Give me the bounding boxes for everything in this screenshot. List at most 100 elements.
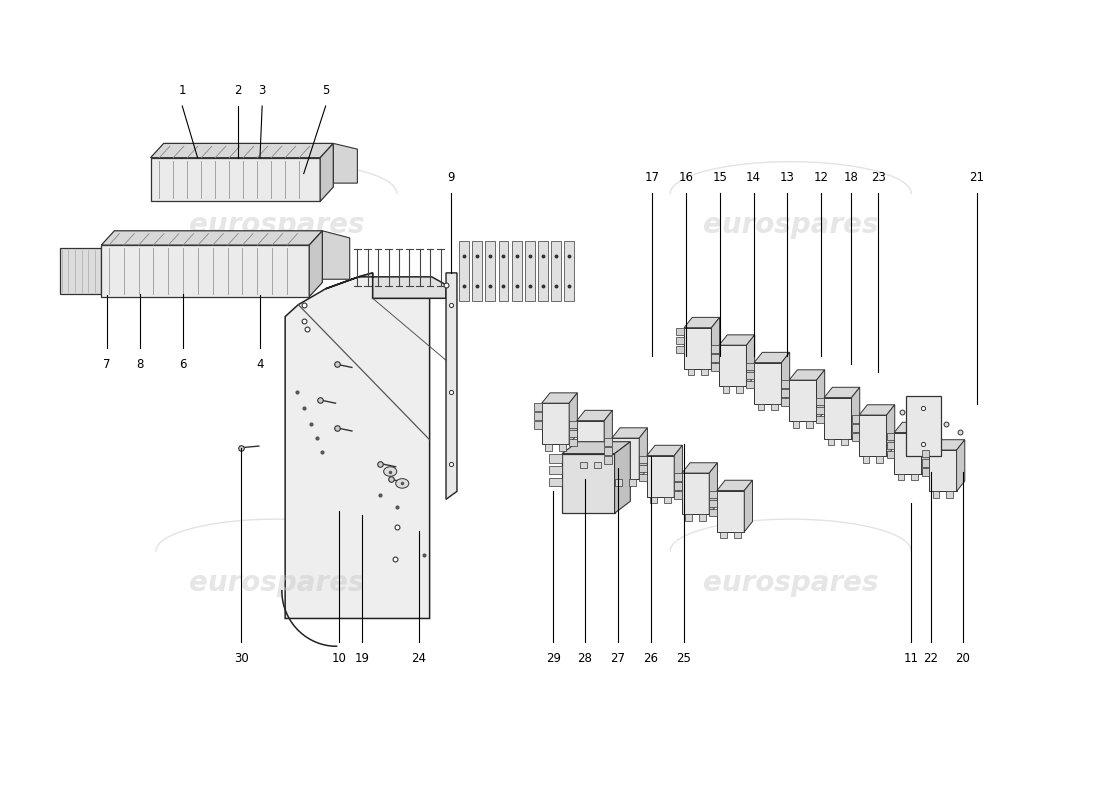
Polygon shape: [806, 422, 813, 428]
Polygon shape: [720, 532, 727, 538]
Polygon shape: [612, 428, 648, 438]
Polygon shape: [535, 403, 542, 410]
Polygon shape: [930, 440, 965, 450]
Polygon shape: [604, 410, 613, 462]
Polygon shape: [933, 491, 939, 498]
Polygon shape: [862, 457, 869, 462]
Polygon shape: [905, 396, 940, 456]
Polygon shape: [322, 230, 350, 279]
Text: 10: 10: [331, 652, 346, 665]
Polygon shape: [734, 532, 740, 538]
Text: 3: 3: [258, 83, 266, 97]
Polygon shape: [894, 422, 930, 433]
Polygon shape: [755, 362, 781, 404]
Polygon shape: [851, 387, 860, 439]
Polygon shape: [723, 386, 729, 393]
Polygon shape: [615, 479, 622, 486]
Polygon shape: [688, 369, 694, 375]
Polygon shape: [859, 415, 887, 457]
Polygon shape: [564, 241, 574, 301]
Polygon shape: [581, 462, 587, 468]
Polygon shape: [569, 393, 578, 445]
Polygon shape: [569, 421, 576, 428]
Polygon shape: [101, 230, 322, 245]
Polygon shape: [816, 398, 824, 405]
Polygon shape: [151, 158, 320, 202]
Polygon shape: [712, 318, 719, 369]
Text: 5: 5: [322, 83, 329, 97]
Polygon shape: [736, 386, 743, 393]
Text: 23: 23: [871, 171, 886, 184]
Text: 9: 9: [448, 171, 455, 184]
Polygon shape: [562, 454, 615, 514]
Polygon shape: [712, 345, 719, 353]
Polygon shape: [747, 335, 755, 386]
Polygon shape: [549, 478, 562, 486]
Polygon shape: [747, 381, 755, 388]
Polygon shape: [877, 457, 883, 462]
Polygon shape: [755, 352, 790, 362]
Polygon shape: [650, 497, 657, 503]
Polygon shape: [559, 445, 565, 450]
Polygon shape: [674, 473, 682, 481]
Polygon shape: [930, 450, 957, 491]
Text: 20: 20: [955, 652, 970, 665]
Polygon shape: [922, 422, 930, 474]
Polygon shape: [549, 466, 562, 474]
Text: 25: 25: [676, 652, 691, 665]
Polygon shape: [912, 474, 918, 480]
Polygon shape: [851, 415, 859, 422]
Polygon shape: [546, 445, 552, 450]
Text: 16: 16: [679, 171, 693, 184]
Polygon shape: [151, 143, 333, 158]
Text: 18: 18: [844, 171, 858, 184]
Polygon shape: [594, 462, 601, 468]
Polygon shape: [719, 345, 747, 386]
Polygon shape: [612, 438, 639, 479]
Polygon shape: [781, 390, 789, 397]
Polygon shape: [647, 446, 682, 456]
Text: eurospares: eurospares: [703, 211, 879, 239]
Polygon shape: [472, 241, 482, 301]
Text: 6: 6: [179, 358, 187, 371]
Polygon shape: [842, 439, 848, 445]
Polygon shape: [576, 421, 604, 462]
Polygon shape: [639, 465, 647, 472]
Polygon shape: [542, 393, 578, 403]
Polygon shape: [604, 438, 612, 446]
Polygon shape: [710, 462, 717, 514]
Polygon shape: [851, 434, 859, 441]
Polygon shape: [562, 442, 630, 454]
Polygon shape: [816, 416, 824, 423]
Polygon shape: [629, 479, 636, 486]
Polygon shape: [674, 491, 682, 498]
Polygon shape: [101, 245, 309, 297]
Text: 12: 12: [814, 171, 829, 184]
Text: 19: 19: [354, 652, 370, 665]
Polygon shape: [639, 456, 647, 463]
Text: 11: 11: [904, 652, 918, 665]
Text: 22: 22: [923, 652, 938, 665]
Polygon shape: [789, 380, 816, 422]
Polygon shape: [922, 468, 930, 476]
Polygon shape: [957, 440, 965, 491]
Polygon shape: [535, 422, 542, 429]
Polygon shape: [922, 459, 930, 466]
Polygon shape: [745, 480, 752, 532]
Polygon shape: [700, 514, 706, 521]
Polygon shape: [827, 439, 834, 445]
Text: 30: 30: [234, 652, 249, 665]
Polygon shape: [887, 433, 894, 440]
Polygon shape: [512, 241, 521, 301]
Polygon shape: [604, 456, 612, 464]
Polygon shape: [710, 509, 717, 516]
Polygon shape: [789, 370, 825, 380]
Polygon shape: [549, 454, 562, 462]
Polygon shape: [320, 143, 333, 202]
Polygon shape: [816, 406, 824, 414]
Polygon shape: [851, 424, 859, 432]
Text: 27: 27: [610, 652, 626, 665]
Polygon shape: [485, 241, 495, 301]
Polygon shape: [674, 482, 682, 490]
Polygon shape: [793, 422, 800, 428]
